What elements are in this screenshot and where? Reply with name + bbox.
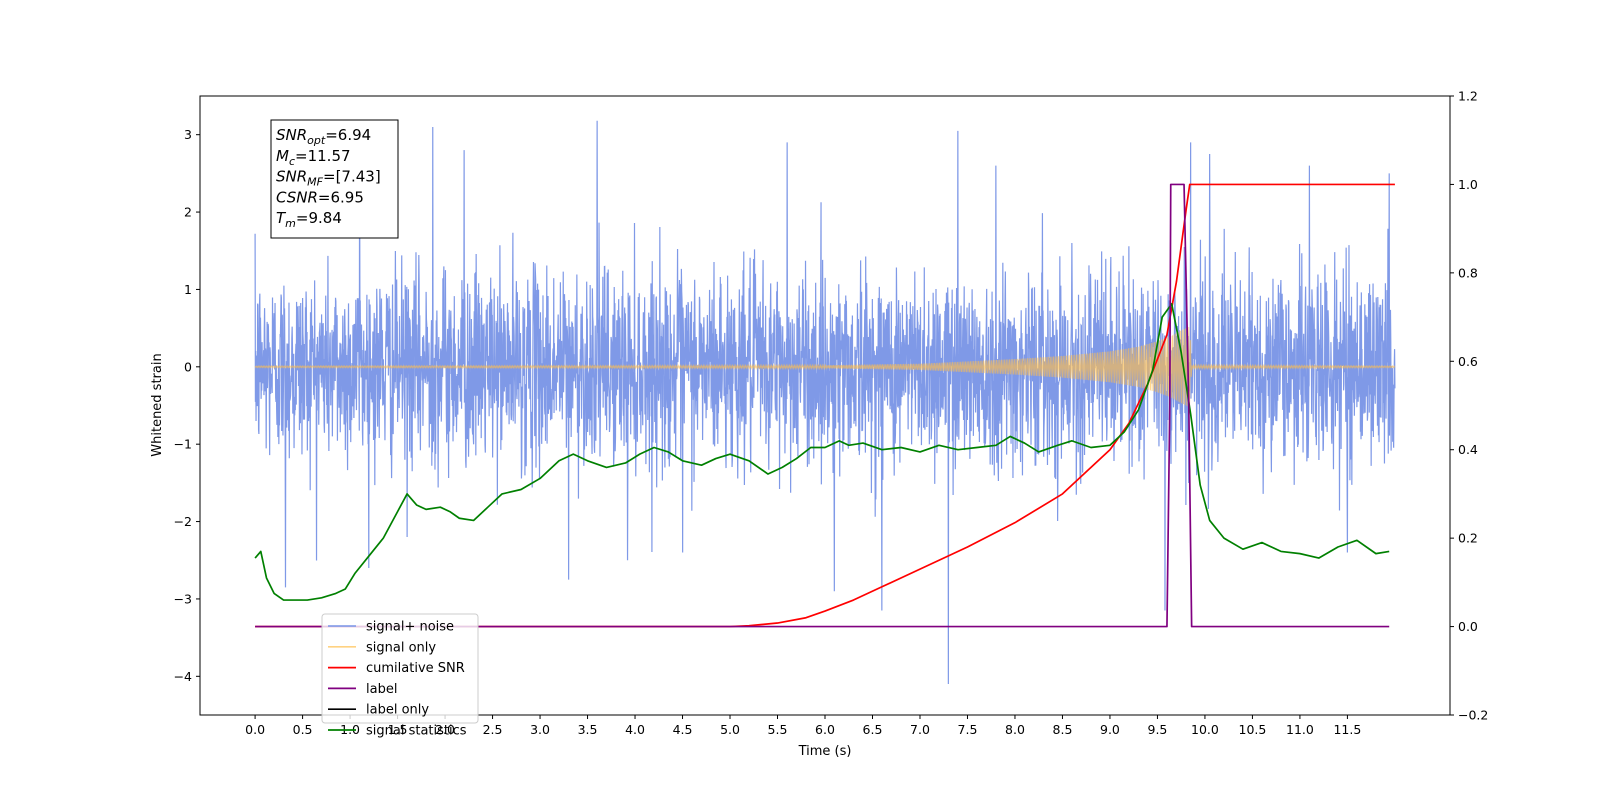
x-tick-label: 11.5: [1333, 722, 1361, 737]
annotation-frame: [270, 119, 399, 239]
series-line-cumulative-snr: [255, 183, 1395, 628]
y2-tick-label: 0.8: [1458, 265, 1478, 280]
x-tick-label: 11.0: [1286, 722, 1314, 737]
x-axis-label: Time (s): [798, 744, 852, 759]
x-tick-label: 9.0: [1100, 722, 1120, 737]
y-axis: −4 −3 −2 −1 0 1 2 3: [174, 127, 200, 684]
x-tick-label: 9.5: [1148, 722, 1168, 737]
x-tick-label: 6.0: [815, 722, 835, 737]
y-tick-label: −1: [174, 437, 192, 452]
series-line-signal-only: [254, 326, 1396, 407]
legend: signal+ noise signal only cumilative SNR la…: [321, 613, 479, 739]
x-axis: 0.0 0.5 1.0 1.5 2.0 2.5 3.0 3.5 4.0 4.5 5.0 5.5 6.0 6…: [245, 715, 1361, 737]
x-tick-label: 5.0: [720, 722, 740, 737]
y-tick-label: −2: [174, 514, 192, 529]
y-tick-label: 1: [184, 282, 192, 297]
x-tick-label: 10.0: [1191, 722, 1219, 737]
x-tick-label: 5.5: [768, 722, 788, 737]
y2-tick-label: 0.2: [1458, 531, 1478, 546]
legend-label: signal only: [366, 640, 436, 655]
x-tick-label: 4.0: [625, 722, 645, 737]
x-tick-label: 2.0: [435, 722, 455, 737]
legend-label: signal+ noise: [366, 620, 454, 635]
y-tick-label: −3: [174, 591, 192, 606]
legend-label: label: [366, 682, 397, 697]
series-line-signal-statistics: [254, 302, 1390, 601]
y2-tick-label: 0.0: [1458, 619, 1478, 634]
y2-axis: −0.2 0.0 0.2 0.4 0.6 0.8 1.0 1.2: [1450, 89, 1488, 723]
legend-label: signal statistics: [366, 724, 467, 739]
y2-tick-label: 0.6: [1458, 354, 1478, 369]
annotation-line: Mc=11.57: [276, 147, 351, 168]
x-tick-label: 4.5: [673, 722, 693, 737]
y2-tick-label: 0.4: [1458, 442, 1478, 457]
annotation-box: SNRopt=6.94Mc=11.57SNRMF=[7.43]CSNR=6.95…: [270, 119, 399, 239]
y-tick-label: 2: [184, 205, 192, 220]
x-tick-label: 0.5: [293, 722, 313, 737]
series-line-label: [255, 183, 1390, 628]
annotation-line: SNRMF=[7.43]: [276, 168, 381, 189]
x-tick-label: 3.0: [530, 722, 550, 737]
y-tick-label: 3: [184, 127, 192, 142]
y-tick-label: 0: [184, 359, 192, 374]
annotation-line: SNRopt=6.94: [276, 126, 371, 147]
y2-tick-label: −0.2: [1458, 708, 1488, 723]
annotation-line: CSNR=6.95: [276, 188, 364, 206]
y-axis-label: Whitened strain: [150, 353, 165, 456]
series-line-signal-noise: [254, 120, 1396, 685]
x-tick-label: 1.5: [388, 722, 408, 737]
series-layer: [254, 120, 1396, 685]
x-tick-label: 3.5: [578, 722, 598, 737]
y-tick-label: −4: [174, 669, 192, 684]
x-tick-label: 10.5: [1239, 722, 1267, 737]
x-tick-label: 8.5: [1053, 722, 1073, 737]
x-tick-label: 0.0: [245, 722, 265, 737]
y2-tick-label: 1.0: [1458, 177, 1478, 192]
x-tick-label: 8.0: [1005, 722, 1025, 737]
x-tick-label: 7.0: [910, 722, 930, 737]
annotation-line: Tm=9.84: [276, 209, 342, 230]
legend-label: cumilative SNR: [366, 661, 465, 676]
y2-tick-label: 1.2: [1458, 89, 1478, 104]
x-tick-label: 7.5: [958, 722, 978, 737]
legend-label: label only: [366, 703, 429, 718]
x-tick-label: 6.5: [863, 722, 883, 737]
legend-frame: [321, 613, 479, 724]
x-tick-label: 2.5: [483, 722, 503, 737]
